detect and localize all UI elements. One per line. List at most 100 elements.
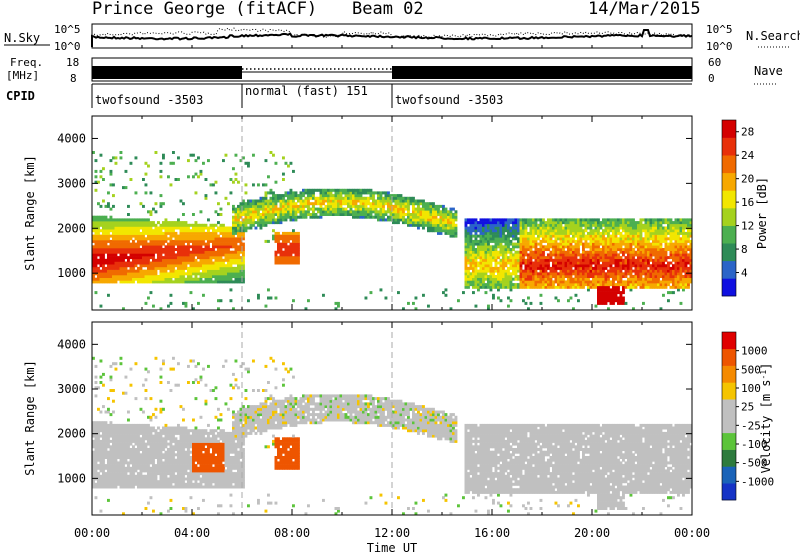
power-cell bbox=[517, 237, 520, 241]
power-cell bbox=[542, 253, 545, 257]
power-cell bbox=[392, 204, 395, 208]
power-cell bbox=[279, 194, 283, 198]
power-cell bbox=[192, 269, 195, 273]
power-cell bbox=[104, 266, 108, 270]
power-cell bbox=[574, 248, 578, 251]
power-cell bbox=[529, 266, 533, 270]
power-cell bbox=[524, 226, 528, 230]
power-cell bbox=[529, 277, 533, 281]
power-cell bbox=[482, 226, 485, 230]
power-cell bbox=[654, 283, 658, 287]
power-cell bbox=[507, 285, 510, 289]
power-cell bbox=[642, 229, 645, 233]
power-cell bbox=[242, 237, 245, 241]
power-cell bbox=[104, 245, 108, 249]
power-cell bbox=[242, 261, 245, 265]
power-cell bbox=[127, 256, 130, 260]
power-cell bbox=[507, 256, 510, 260]
power-cell bbox=[134, 156, 138, 160]
power-cell bbox=[494, 229, 498, 233]
power-cell bbox=[474, 239, 478, 243]
power-cell bbox=[117, 275, 120, 278]
power-cell bbox=[479, 223, 483, 227]
power-cell bbox=[102, 226, 105, 230]
power-cell bbox=[532, 272, 535, 276]
power-cell bbox=[152, 239, 155, 243]
power-cell bbox=[547, 242, 550, 246]
power-cell bbox=[227, 237, 230, 241]
power-cell bbox=[599, 280, 603, 284]
power-cell bbox=[474, 237, 478, 241]
colorbar-swatch bbox=[722, 120, 736, 138]
power-cell bbox=[172, 250, 175, 254]
power-cell bbox=[672, 223, 675, 227]
power-cell bbox=[657, 285, 660, 289]
power-cell bbox=[289, 250, 293, 254]
power-cell bbox=[134, 191, 138, 195]
power-cell bbox=[474, 258, 478, 262]
power-cell bbox=[634, 245, 638, 249]
power-cell bbox=[119, 239, 123, 243]
power-cell bbox=[239, 277, 243, 281]
power-cell bbox=[412, 215, 415, 219]
power-cell bbox=[619, 299, 623, 303]
power-cell bbox=[549, 242, 553, 246]
power-cell bbox=[289, 242, 293, 246]
power-cell bbox=[469, 253, 473, 257]
power-cell bbox=[422, 213, 425, 216]
power-cell bbox=[647, 221, 650, 225]
power-cell bbox=[539, 301, 543, 305]
power-cell bbox=[204, 237, 208, 241]
power-cell bbox=[282, 210, 285, 214]
power-cell bbox=[559, 242, 563, 246]
power-cell bbox=[369, 196, 373, 200]
power-cell bbox=[407, 210, 410, 214]
power-cell bbox=[174, 253, 178, 257]
power-cell bbox=[662, 221, 665, 225]
power-cell bbox=[592, 239, 595, 243]
power-cell bbox=[479, 239, 483, 243]
power-cell bbox=[439, 226, 443, 230]
power-cell bbox=[167, 258, 170, 262]
power-cell bbox=[102, 178, 105, 181]
power-cell bbox=[342, 196, 345, 200]
power-cell bbox=[97, 242, 100, 246]
power-cell bbox=[492, 253, 495, 257]
power-cell bbox=[157, 250, 160, 254]
power-cell bbox=[254, 207, 258, 211]
power-cell bbox=[492, 275, 495, 278]
power-cell bbox=[494, 266, 498, 270]
power-cell bbox=[659, 245, 663, 249]
power-cell bbox=[374, 191, 378, 195]
power-cell bbox=[132, 275, 135, 278]
power-cell bbox=[442, 229, 445, 233]
power-cell bbox=[304, 188, 308, 192]
power-cell bbox=[292, 207, 295, 211]
power-cell bbox=[164, 237, 168, 241]
power-cell bbox=[177, 275, 180, 278]
power-cell bbox=[484, 231, 488, 235]
power-cell bbox=[127, 264, 130, 268]
power-cell bbox=[679, 229, 683, 233]
power-cell bbox=[289, 199, 293, 203]
power-cell bbox=[182, 248, 185, 251]
power-cell bbox=[672, 272, 675, 276]
power-cell bbox=[557, 237, 560, 241]
power-cell bbox=[654, 237, 658, 241]
power-cell bbox=[214, 231, 218, 235]
power-cell bbox=[222, 159, 225, 163]
power-cell bbox=[272, 199, 275, 203]
power-cell bbox=[612, 261, 615, 265]
power-cell bbox=[527, 269, 530, 273]
power-cell bbox=[284, 258, 288, 262]
power-cell bbox=[534, 258, 538, 262]
power-cell bbox=[619, 256, 623, 260]
power-cell bbox=[324, 196, 328, 200]
power-cell bbox=[597, 266, 600, 270]
power-cell bbox=[522, 275, 525, 278]
power-cell bbox=[309, 194, 313, 198]
power-cell bbox=[567, 275, 570, 278]
power-cell bbox=[609, 291, 613, 295]
power-cell bbox=[262, 202, 265, 206]
power-cell bbox=[487, 218, 490, 222]
